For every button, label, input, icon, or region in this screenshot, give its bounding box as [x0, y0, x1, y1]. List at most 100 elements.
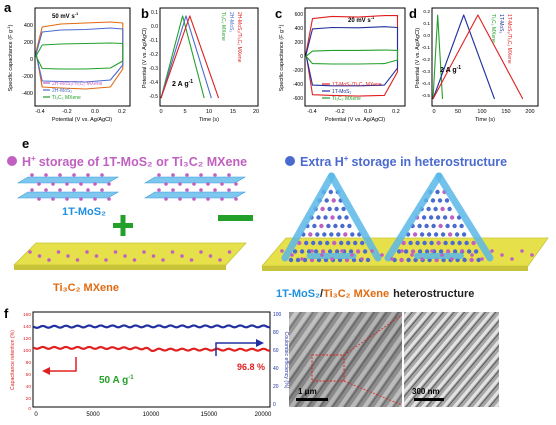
xtick-label: 0.0: [91, 109, 99, 115]
h-ion: [454, 232, 460, 237]
h-ion: [403, 249, 409, 254]
h-ion: [178, 182, 182, 186]
xtick-label: 20: [253, 109, 259, 115]
plot-frame-f: [32, 311, 271, 408]
h-ion: [324, 198, 329, 203]
h-ion: [442, 215, 448, 220]
h-ion: [308, 232, 313, 237]
h-ion: [151, 254, 156, 258]
ytick-label: 40: [26, 384, 32, 390]
y-axis-label-c: Specific capacitance (F g: [279, 30, 285, 91]
h-ion: [331, 198, 336, 203]
gcd-curves-b: [160, 15, 220, 99]
x-axis-label-a: Potential (V vs. Ag/AgCl): [52, 117, 112, 123]
ytick-label: -0.2: [422, 57, 431, 63]
h-ion: [85, 250, 89, 254]
panel-letter-c: c: [275, 6, 282, 21]
series-line-0: [160, 15, 205, 99]
ytick-label: 100: [23, 348, 31, 354]
panel-d: d 2 A g-1 Ti₃C₂ MXene 1T-MoS₂ 1T-MoS₂/Ti…: [409, 6, 539, 123]
ytick-label: 0: [273, 402, 276, 408]
h-ion: [447, 232, 453, 237]
xtick-label: 50: [455, 109, 461, 115]
h-ion: [449, 215, 455, 220]
ytick-label: -0.5: [149, 94, 158, 100]
x-ticks-f: 0 5000 10000 15000 20000: [34, 412, 272, 418]
h-ion: [313, 249, 319, 254]
xtick-label: 20000: [255, 412, 272, 418]
xtick-label: 0.0: [364, 109, 372, 115]
svg-text:50 A g-1: 50 A g-1: [99, 375, 134, 386]
h-ion: [457, 240, 462, 246]
panel-c: c 20 mV s-1 600 400 200 0 -200 -400 -600…: [275, 6, 406, 123]
ytick-label: 20: [273, 384, 279, 390]
scan-rate-a: 50 mV s: [52, 14, 75, 20]
h-ion: [462, 257, 467, 263]
mos2-sheet: [281, 172, 335, 262]
ytick-label: 100: [273, 312, 282, 318]
h-ion: [51, 197, 55, 201]
y-ticks-b: 0.1 0.0 -0.1 -0.2 -0.3 -0.4 -0.5: [149, 10, 158, 100]
legend-entry: 1T-MoS₂: [498, 14, 504, 34]
y-axis-label-d: Potential (V vs. Ag/AgCl): [415, 28, 421, 88]
h-ion: [445, 249, 451, 254]
legend-h-plus-left: H: [22, 155, 31, 169]
h-ion: [37, 197, 41, 201]
series-line-2: [305, 49, 399, 65]
blue-ion-icon: [285, 156, 295, 166]
h-ion: [319, 223, 324, 229]
h-ion: [408, 240, 413, 246]
h-ion: [72, 188, 76, 192]
h-ion: [171, 173, 175, 177]
ti3c2-plate-illustration: [13, 242, 247, 270]
h-ion: [346, 240, 351, 246]
h-ion: [450, 240, 455, 246]
h-ion: [329, 232, 334, 237]
h-ion: [452, 249, 458, 254]
legend-c: 1T-MoS₂/Ti₃C₂ MXene 1T-MoS₂ Ti₃C₂ MXene: [322, 82, 382, 102]
h-ion: [336, 232, 341, 237]
ytick-label: 0.0: [151, 24, 158, 30]
cv-curves-a: [35, 21, 124, 90]
series-line-1: [35, 27, 124, 83]
xtick-label: 10000: [143, 412, 160, 418]
h-ion: [164, 197, 168, 201]
panel-a: a 50 mV s-1 400 200 0 -200 -400 -0.4 -0.…: [4, 0, 131, 123]
ytick-label: -0.4: [149, 80, 158, 86]
y-axis-label-b: Potential (V vs. Ag/AgCl): [142, 28, 148, 88]
svg-text:Extra H+storage in heterostruc: Extra H+ storage in heterostructure: [300, 154, 507, 169]
h-ion: [344, 215, 349, 220]
h-ion: [206, 197, 210, 201]
h-ion: [490, 249, 494, 253]
h-ion: [123, 254, 127, 258]
legend-entry: Ti₃C₂ MXene: [332, 96, 361, 102]
h-ion: [37, 254, 42, 258]
mos2-sheet: [143, 176, 247, 184]
svg-text:2 A g-1: 2 A g-1: [440, 65, 461, 74]
h-ion: [316, 215, 321, 220]
legend-right-text: Extra H: [300, 155, 344, 169]
series-line-1: [432, 14, 496, 100]
h-ion: [56, 250, 61, 254]
h-ion: [469, 257, 474, 263]
h-ion: [443, 240, 448, 246]
h-ion: [66, 254, 70, 258]
h-ion: [58, 188, 62, 192]
h-ion: [208, 254, 213, 258]
h-ion: [327, 249, 333, 254]
h-ion: [44, 188, 48, 192]
h-ion: [460, 249, 464, 253]
xtick-label: 0: [34, 412, 38, 418]
ytick-label: -400: [22, 91, 33, 97]
h-ion: [480, 257, 484, 261]
ytick-label: 120: [23, 336, 31, 342]
h-ion: [433, 232, 439, 237]
h-ion: [424, 223, 429, 229]
series-line-1: [160, 15, 212, 99]
ytick-label: 80: [273, 330, 279, 336]
h-ion: [322, 232, 327, 237]
h-ion: [461, 232, 467, 237]
ytick-label: -200: [293, 68, 303, 74]
mos2-sheet: [16, 176, 120, 184]
h-ion: [107, 197, 111, 201]
